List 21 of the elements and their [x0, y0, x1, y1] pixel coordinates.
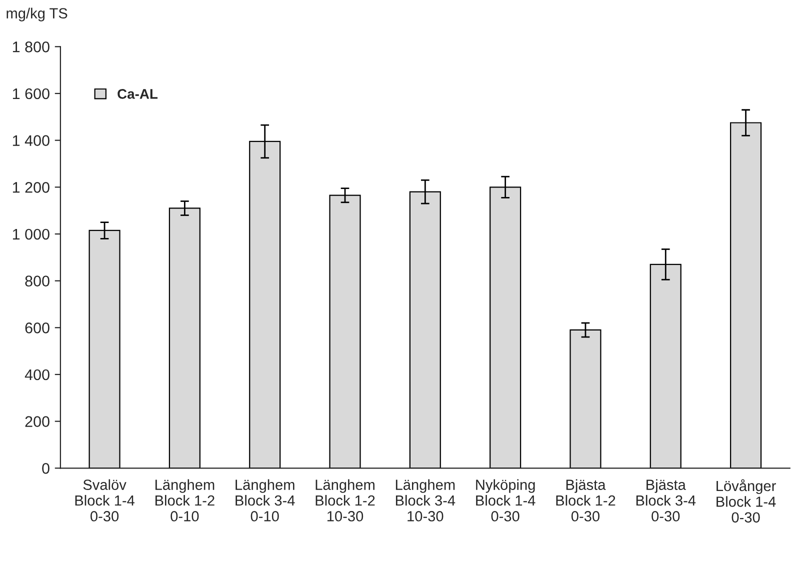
legend-label: Ca-AL: [118, 89, 158, 99]
y-tick-label: 400: [24, 369, 50, 380]
x-tick-label: Länghem Block 3-4 10-30: [396, 479, 456, 522]
y-tick-label: 600: [25, 322, 50, 334]
y-tick-label: 0: [42, 463, 50, 474]
y-tick-label: 200: [25, 416, 50, 427]
y-tick-label: 800: [25, 276, 50, 286]
x-tick-label: Nyköping Block 1-4 0-30: [476, 479, 536, 522]
x-tick-label: Bjästa Block 1-2 0-30: [556, 479, 616, 522]
y-axis-title: mg/kg TS: [6, 8, 68, 22]
y-tick-label: 1 400: [12, 135, 50, 146]
x-tick-label: Lövånger Block 1-4 0-30: [716, 479, 776, 523]
y-tick-label: 1 000: [12, 228, 50, 240]
x-tick-label: Svalöv Block 1-4 0-30: [75, 479, 135, 522]
x-tick-label: Bjästa Block 3-4 0-30: [636, 479, 696, 522]
x-tick-label: Länghem Block 3-4 0-10: [236, 479, 295, 522]
y-tick-label: 1 200: [12, 182, 50, 193]
x-tick-label: Länghem Block 1-2 10-30: [316, 479, 375, 522]
y-tick-label: 1 800: [12, 42, 50, 52]
x-tick-label: Länghem Block 1-2 0-10: [155, 479, 214, 522]
y-tick-label: 1 600: [12, 88, 50, 100]
